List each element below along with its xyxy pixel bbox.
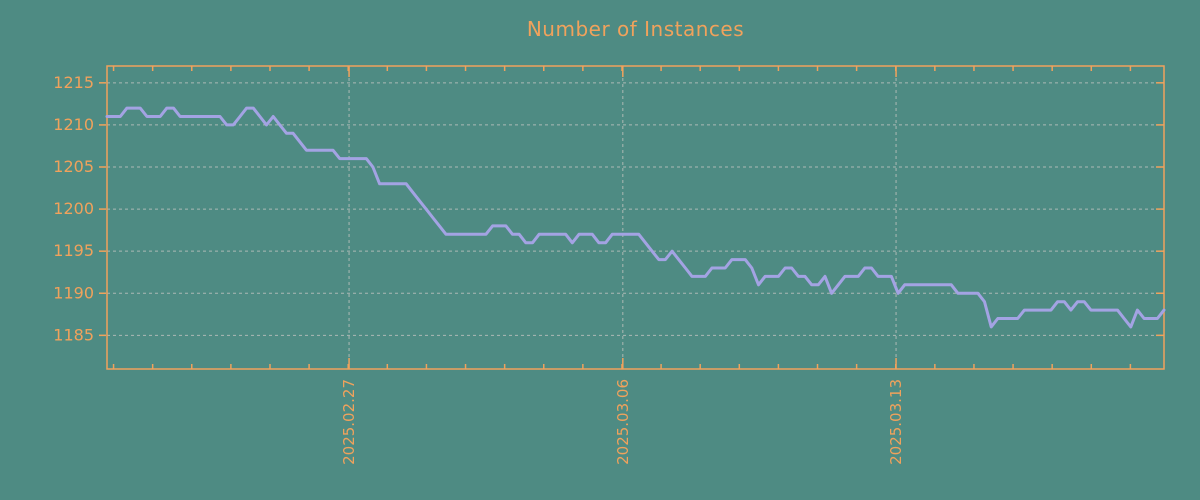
- y-axis-tick-label: 1200: [53, 199, 94, 218]
- y-axis-tick-label: 1185: [53, 325, 94, 344]
- x-axis-tick-label: 2025.03.13: [887, 379, 905, 465]
- plot-border: [106, 65, 1165, 370]
- y-axis-tick-label: 1195: [53, 241, 94, 260]
- y-axis-tick-label: 1215: [53, 73, 94, 92]
- x-axis-tick-label: 2025.02.27: [340, 379, 358, 465]
- y-axis-tick-label: 1205: [53, 157, 94, 176]
- chart-title: Number of Instances: [526, 17, 745, 41]
- x-axis-tick-label: 2025.03.06: [614, 379, 632, 465]
- y-axis-tick-label: 1190: [53, 283, 94, 302]
- y-axis-tick-label: 1210: [53, 115, 94, 134]
- series-line-instances: [105, 106, 1166, 329]
